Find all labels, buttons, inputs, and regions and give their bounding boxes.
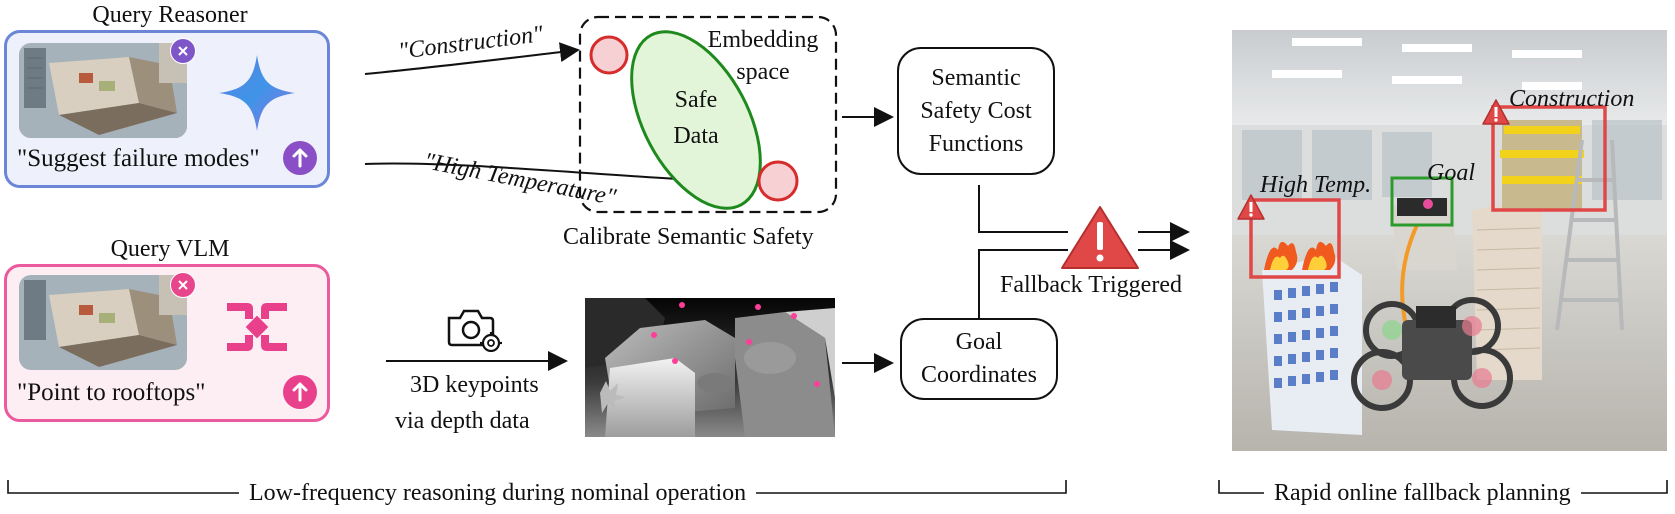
cost-line-1: Semantic: [931, 64, 1021, 91]
sparkle-icon: [217, 53, 297, 138]
embedding-space-label: Embedding space: [707, 27, 819, 85]
safe-data-ellipse: [630, 30, 762, 210]
cost-functions-box: Semantic Safety Cost Functions: [897, 47, 1055, 175]
warning-icon: [1237, 194, 1265, 220]
calibrate-caption: Calibrate Semantic Safety: [563, 224, 814, 250]
send-button[interactable]: [283, 375, 317, 409]
warning-icon: [1061, 206, 1139, 269]
keypoints-caption-2: via depth data: [395, 408, 530, 434]
vlm-title: Query VLM: [110, 236, 230, 262]
send-button[interactable]: [283, 141, 317, 175]
fallback-label: Fallback Triggered: [1000, 272, 1182, 298]
close-icon[interactable]: [170, 38, 196, 64]
reasoner-prompt: "Suggest failure modes": [17, 145, 260, 172]
scene-goal-label: Goal: [1427, 160, 1475, 186]
vlm-panel: "Point to rooftops": [4, 264, 330, 422]
vlm-logo-icon: [219, 289, 295, 370]
camera-icon: [446, 306, 502, 357]
reasoner-panel: "Suggest failure modes": [4, 30, 330, 188]
fallback-planning-caption: Rapid online fallback planning: [1264, 480, 1581, 507]
high-temp-point: [757, 160, 799, 202]
construction-box: [1491, 105, 1607, 212]
city-thumbnail: [19, 43, 187, 138]
vlm-prompt: "Point to rooftops": [17, 379, 206, 406]
construction-arrow: [364, 42, 580, 75]
warning-icon: [1482, 99, 1510, 125]
keypoints-caption-1: 3D keypoints: [410, 372, 539, 398]
construction-point: [589, 35, 629, 75]
low-frequency-caption: Low-frequency reasoning during nominal o…: [239, 480, 757, 507]
embedding-space-box: [578, 15, 838, 214]
scene-construction-label: Construction: [1509, 86, 1635, 112]
high-temp-box: [1249, 198, 1341, 279]
goal-coordinates-box: Goal Coordinates: [900, 318, 1058, 400]
safe-data-label: Safe Data: [673, 87, 719, 149]
reasoner-title: Query Reasoner: [92, 2, 248, 28]
goal-box: [1390, 176, 1454, 227]
depth-map-image: [585, 298, 835, 437]
cost-line-3: Functions: [928, 130, 1024, 157]
goal-line-1: Goal: [955, 329, 1003, 355]
goal-line-2: Coordinates: [921, 362, 1037, 388]
scene-high-temp-label: High Temp.: [1260, 172, 1372, 198]
lab-scene-photo: [1232, 30, 1667, 451]
close-icon[interactable]: [170, 272, 196, 298]
cost-line-2: Safety Cost: [920, 97, 1032, 124]
city-thumbnail: [19, 275, 187, 370]
